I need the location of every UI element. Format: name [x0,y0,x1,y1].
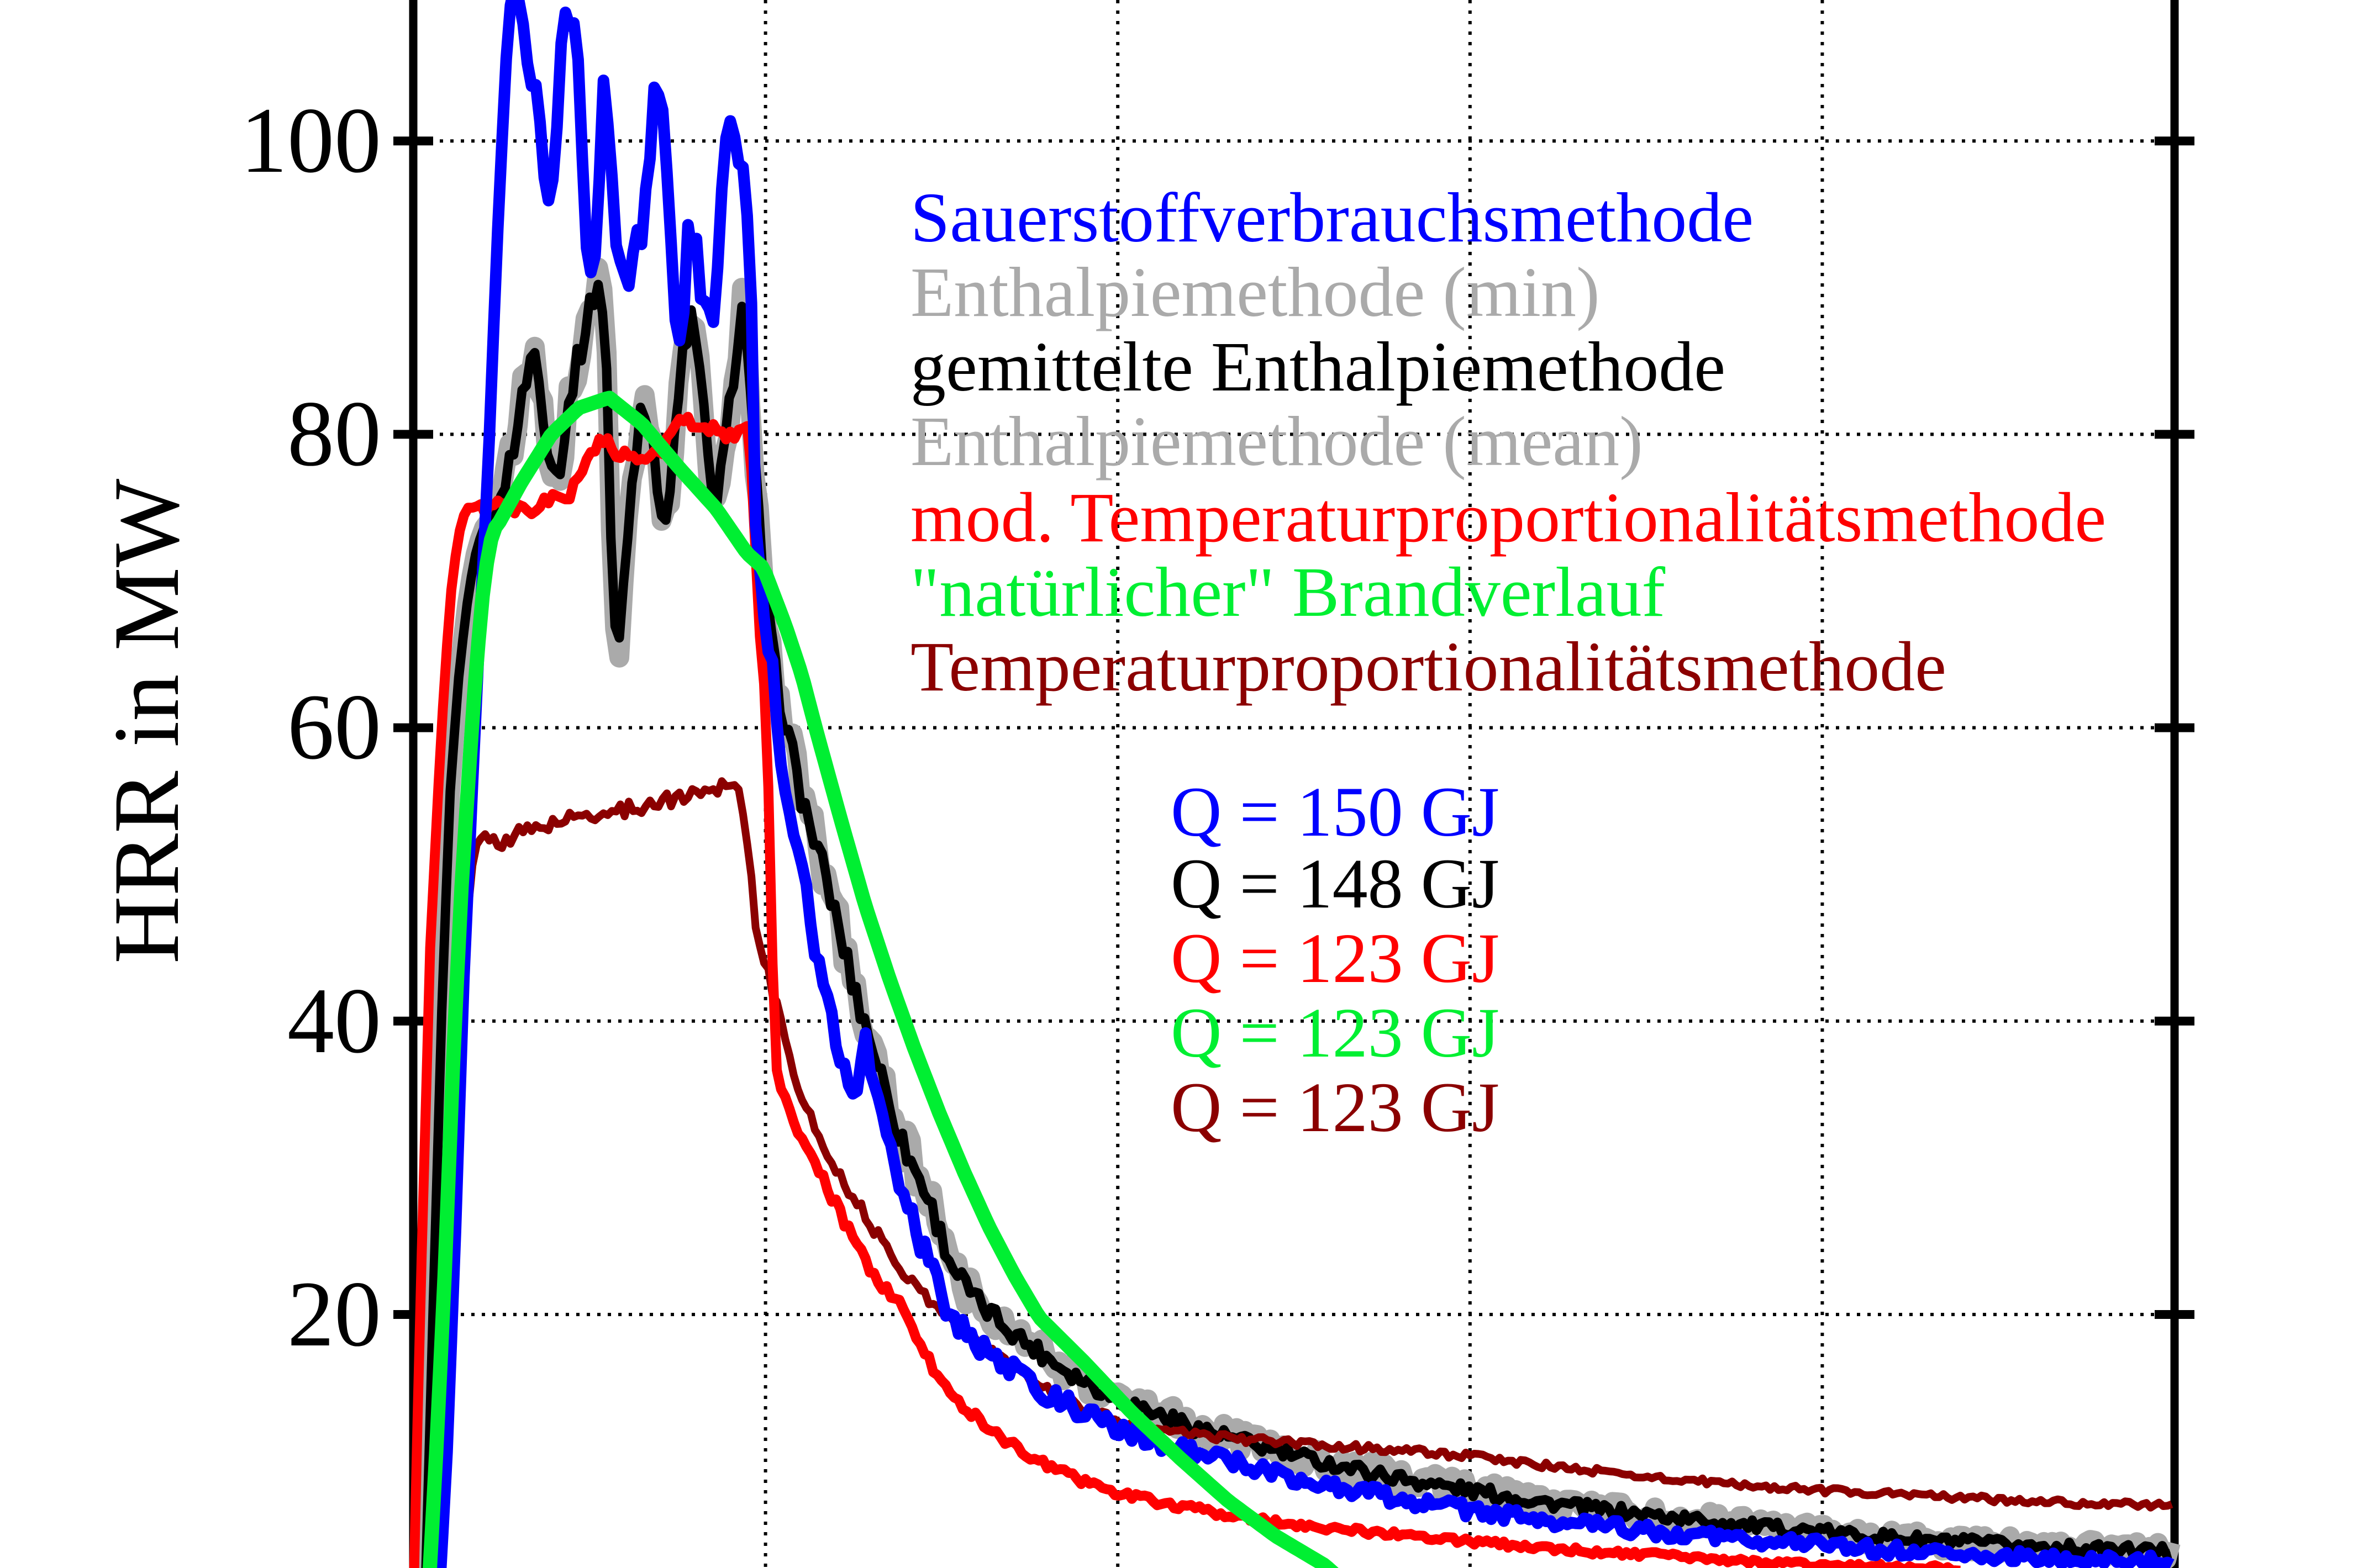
legend-q-row: Q = 123 GJ [1171,994,1499,1072]
legend-method-row: Temperaturproportionalitätsmethode [910,627,1946,706]
legend-q-row: Q = 123 GJ [1171,1068,1499,1147]
legend-method-row: gemittelte Enthalpiemethode [910,328,1726,406]
y-tick-label-20: 20 [287,1262,381,1366]
curve-green [423,390,1339,1568]
curve-blue [435,0,2175,1568]
legend-method-row: Enthalpiemethode (mean) [910,402,1643,481]
legend-method-row: mod. Temperaturproportionalitätsmethode [910,478,2107,557]
curve-darkred [436,777,2173,1568]
legend-q-row: Q = 148 GJ [1171,844,1499,923]
legend-method-row: Sauerstoffverbrauchsmethode [910,178,1754,257]
legend-q-row: Q = 150 GJ [1171,773,1499,851]
legend-method-row: "natürlicher" Brandverlauf [910,553,1666,631]
legend-method-row: Enthalpiemethode (min) [910,253,1600,331]
y-tick-label-80: 80 [287,382,381,485]
y-tick-label-60: 60 [287,675,381,779]
y-tick-label-100: 100 [240,88,381,192]
legend-q-row: Q = 123 GJ [1171,919,1499,997]
curve-red [409,411,1961,1568]
y-tick-label-40: 40 [287,969,381,1073]
